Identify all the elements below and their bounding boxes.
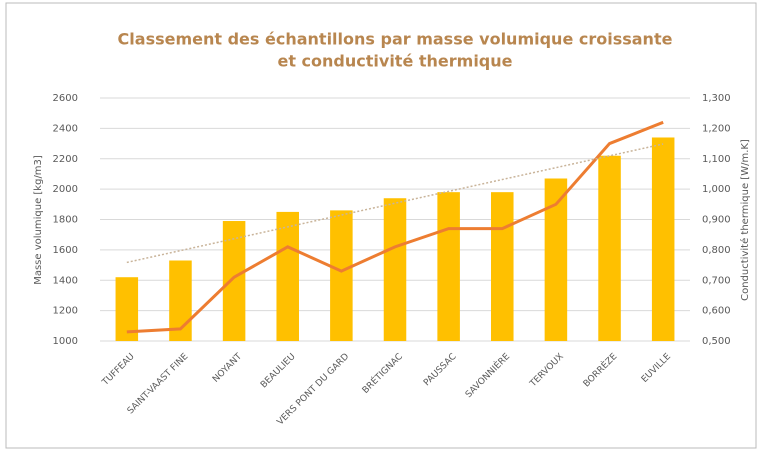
- x-tick-label: BORRÈZE: [580, 350, 619, 389]
- y2-tick-label: 1,100: [702, 154, 731, 165]
- bar: [598, 155, 621, 341]
- y2-tick-label: 1,000: [702, 184, 731, 195]
- x-tick-label: TUFFEAU: [100, 352, 137, 389]
- y-tick-label: 2600: [53, 93, 78, 104]
- y-tick-label: 2400: [53, 123, 78, 134]
- x-tick-label: NOYANT: [211, 351, 244, 384]
- x-tick-label: SAINT-VAAST FINE: [126, 352, 191, 417]
- y-tick-label: 1000: [53, 336, 78, 347]
- chart-title: et conductivité thermique: [277, 52, 512, 71]
- x-tick-label: SAVONNIÈRE: [462, 350, 512, 400]
- x-tick-label: EUVILLE: [640, 352, 673, 385]
- bar: [383, 198, 407, 341]
- bar: [330, 210, 353, 341]
- bar: [169, 260, 192, 341]
- y-tick-label: 1200: [53, 306, 78, 317]
- x-tick-label: BRÉTIGNAC: [359, 350, 404, 395]
- y2-axis-title: Conductivité thermique [W/m.K]: [739, 139, 751, 301]
- y2-tick-label: 0,600: [702, 306, 731, 317]
- y2-tick-label: 1,300: [702, 93, 731, 104]
- y-tick-label: 2200: [53, 154, 78, 165]
- chart-title: Classement des échantillons par masse vo…: [118, 30, 673, 49]
- bar: [491, 192, 514, 341]
- y2-tick-label: 0,700: [702, 275, 731, 286]
- x-tick-label: PAUSSAC: [422, 352, 458, 388]
- y2-tick-label: 1,200: [702, 123, 731, 134]
- bar: [651, 137, 675, 341]
- y-axis-title: Masse volumique [kg/m3]: [33, 155, 44, 285]
- bar: [222, 221, 246, 341]
- y-tick-label: 1400: [53, 275, 78, 286]
- bar: [437, 192, 460, 341]
- y-tick-label: 2000: [53, 184, 78, 195]
- y2-tick-label: 0,500: [702, 336, 731, 347]
- line: [126, 120, 664, 334]
- bar: [276, 211, 299, 341]
- bar: [115, 277, 139, 341]
- x-tick-label: TERVOUX: [528, 352, 566, 390]
- y2-tick-label: 0,800: [702, 245, 731, 256]
- x-tick-label: BEAULIEU: [259, 352, 298, 391]
- frame: [5, 2, 757, 449]
- trendline: [126, 143, 664, 264]
- bar: [544, 178, 568, 341]
- y-tick-label: 1800: [53, 215, 78, 226]
- y2-tick-label: 0,900: [702, 215, 731, 226]
- y-tick-label: 1600: [53, 245, 78, 256]
